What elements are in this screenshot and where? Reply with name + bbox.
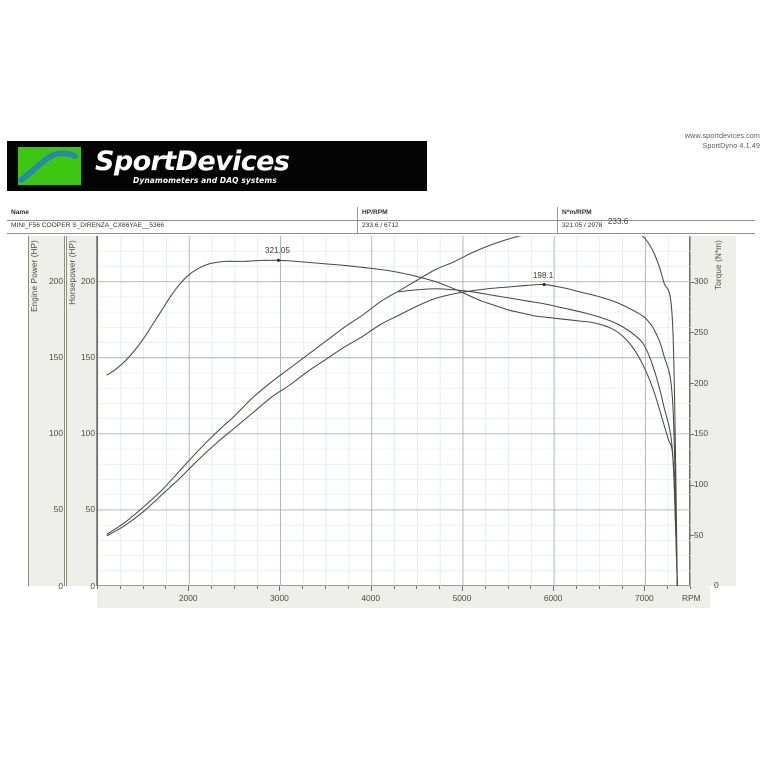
plot-area[interactable] [97, 236, 691, 586]
curve-horsepower-2 [106, 283, 678, 586]
torque-tickmark-100 [690, 484, 694, 486]
logo-title: SportDevices [95, 145, 290, 177]
torque-tick-100: 100 [694, 479, 708, 490]
rpm-tickmark-1500 [142, 586, 144, 589]
rpm-tick-4000: 4000 [361, 593, 381, 603]
info-table-divider-bottom [7, 233, 755, 234]
peak-torque-label: 321.05 [264, 246, 290, 256]
dyno-chart: Engine Power (HP) Horsepower (HP) Torque… [20, 217, 748, 608]
rpm-tick-6000: 6000 [543, 593, 563, 603]
rpm-tickmark-4000 [370, 586, 372, 591]
engine-power-tick-200: 200 [49, 276, 63, 287]
rpm-tickmark-1750 [165, 586, 167, 589]
torque-axis-column [690, 236, 736, 586]
rpm-tick-7000: 7000 [635, 593, 654, 603]
peak-wheel-power-label-marker [542, 282, 546, 287]
rpm-tickmark-2000 [188, 586, 190, 591]
torque-tick-300: 300 [694, 276, 708, 287]
rpm-tickmark-7500 [690, 586, 691, 589]
torque-tickmark-50 [690, 535, 694, 537]
rpm-tickmark-4250 [393, 586, 395, 589]
rpm-tickmark-5750 [530, 586, 532, 589]
rpm-tickmark-4500 [416, 586, 418, 589]
rpm-axis-label: RPM [682, 593, 701, 603]
horsepower-tick-100: 100 [81, 428, 95, 439]
horsepower-axis-title: Horsepower (HP) [68, 240, 77, 305]
rpm-axis-strip: 2000 3000 4000 5000 6000 7000 RPM [97, 586, 710, 608]
torque-tick-0: 0 [714, 580, 719, 590]
curve-torque-0 [106, 259, 678, 586]
info-value-name: MINI_F56 COOPER S_DIRENZA_CX66YAE__5366 [11, 222, 165, 229]
rpm-tickmark-1250 [119, 586, 121, 589]
horsepower-axis-column [66, 236, 97, 586]
torque-tickmark-250 [690, 332, 694, 334]
website-url: www.sportdevices.com [684, 131, 760, 140]
curve-engine-power-1 [106, 236, 678, 586]
rpm-tickmark-5250 [484, 586, 486, 589]
horsepower-tick-150: 150 [81, 352, 95, 363]
engine-power-tick-50: 50 [53, 504, 63, 515]
horsepower-tick-50: 50 [85, 504, 95, 515]
run-info-table: Name HP/RPM N*m/RPM MINI_F56 COOPER S_DI… [7, 207, 755, 234]
info-header-hp-rpm: HP/RPM [357, 207, 557, 220]
rpm-tickmark-6750 [621, 586, 623, 589]
rpm-tickmark-7000 [644, 586, 646, 591]
logo-subtitle: Dynamometers and DAQ systems [133, 175, 277, 185]
rpm-tickmark-2750 [256, 586, 258, 589]
rpm-tickmark-3750 [347, 586, 349, 589]
rpm-tick-5000: 5000 [452, 593, 472, 603]
horsepower-tick-0: 0 [90, 580, 95, 591]
software-version: SportDyno 4.1.49 [702, 141, 760, 150]
torque-tick-200: 200 [694, 377, 708, 388]
rpm-tickmark-6500 [598, 586, 600, 589]
rpm-tickmark-6000 [553, 586, 555, 591]
torque-tick-250: 250 [694, 326, 708, 337]
rpm-tick-3000: 3000 [270, 593, 289, 603]
torque-tick-150: 150 [694, 428, 708, 439]
peak-wheel-power-label: 198.1 [532, 270, 554, 280]
info-value-row: MINI_F56 COOPER S_DIRENZA_CX66YAE__5366 … [7, 220, 755, 233]
logo-wordmark: SportDevices Dynamometers and DAQ system… [95, 145, 290, 185]
info-value-nm-rpm: 321.05 / 2978 [557, 220, 755, 233]
info-header-name: Name [11, 209, 29, 216]
rpm-tickmark-5500 [507, 586, 509, 589]
rpm-tickmark-6250 [575, 586, 577, 589]
curve-torque-3 [398, 288, 678, 586]
branding-info: www.sportdevices.com SportDyno 4.1.49 [685, 131, 760, 151]
rpm-tickmark-7250 [667, 586, 669, 589]
peak-engine-power-label: 233.6 [607, 216, 629, 226]
rpm-tickmark-2500 [233, 586, 235, 589]
torque-tick-50: 50 [694, 529, 704, 540]
engine-power-tick-150: 150 [49, 352, 63, 363]
torque-tickmark-200 [690, 383, 694, 385]
rpm-tickmark-2250 [211, 586, 213, 589]
info-header-nm-rpm: N*m/RPM [557, 207, 755, 220]
rpm-tickmark-4750 [439, 586, 441, 589]
engine-power-tick-100: 100 [49, 428, 63, 439]
engine-power-axis-column [28, 236, 65, 586]
sportdevices-logo-mark-icon [18, 147, 81, 185]
engine-power-tick-0: 0 [58, 580, 63, 591]
plot-svg [98, 236, 691, 586]
rpm-tickmark-3500 [325, 586, 327, 589]
torque-tickmark-300 [690, 281, 694, 283]
rpm-tick-2000: 2000 [178, 593, 198, 603]
peak-torque-label-marker [276, 258, 281, 262]
info-value-hp-rpm: 233.6 / 6712 [357, 220, 557, 233]
info-table-divider-top [7, 220, 755, 221]
rpm-tickmark-3250 [302, 586, 304, 589]
torque-tickmark-150 [690, 433, 694, 435]
rpm-tickmark-5000 [461, 586, 463, 591]
info-header-row: Name HP/RPM N*m/RPM [7, 207, 755, 220]
rpm-tickmark-1000 [97, 586, 98, 589]
horsepower-tick-200: 200 [81, 276, 95, 287]
sportdevices-logo-bar: SportDevices Dynamometers and DAQ system… [7, 141, 427, 191]
rpm-tickmark-3000 [279, 586, 281, 591]
